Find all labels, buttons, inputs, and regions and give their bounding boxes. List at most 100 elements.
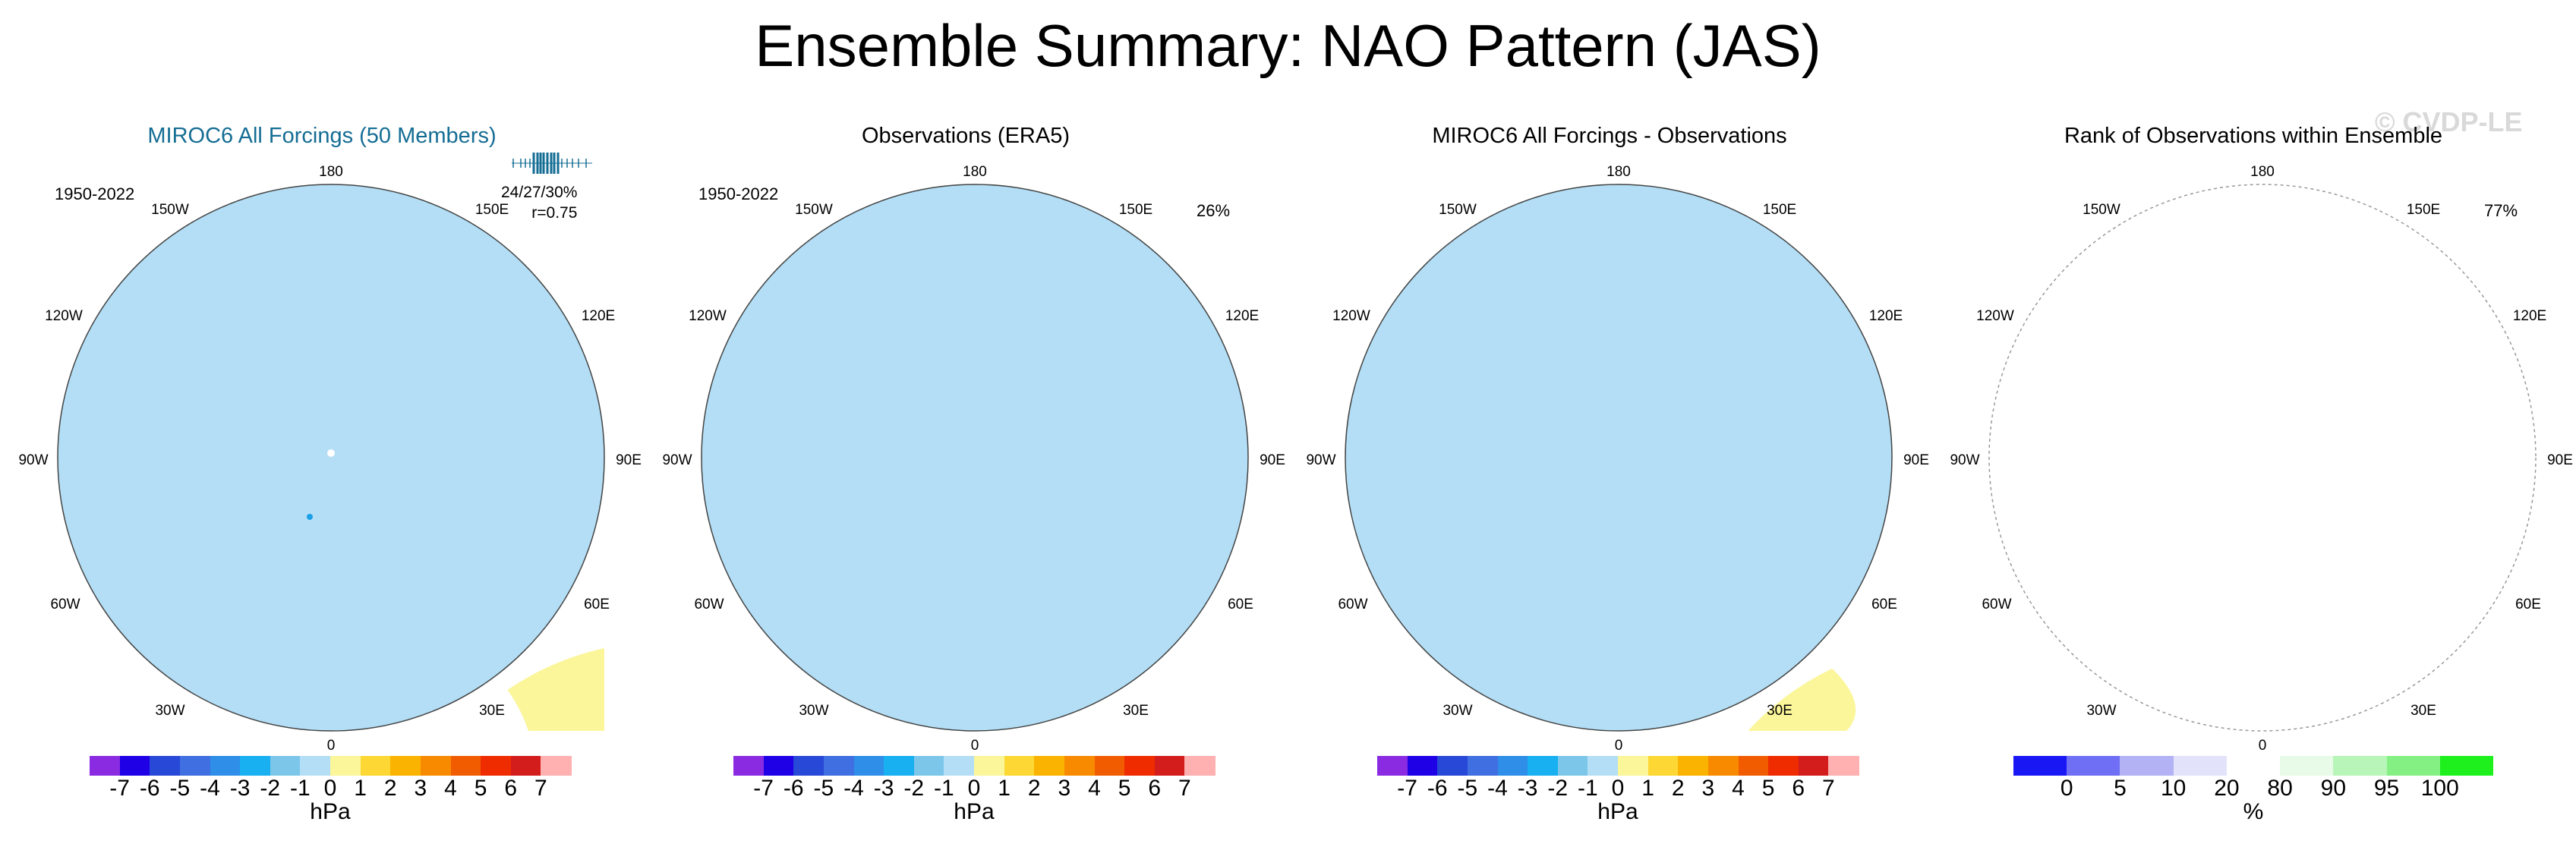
colorbar-segment [1034,756,1065,776]
colorbar-tick-label: 6 [1792,776,1805,801]
colorbar-segment [1798,756,1829,776]
pattern-correlation: r=0.75 [531,204,578,222]
map-border [1345,184,1893,732]
longitude-label-60E: 60E [1871,597,1897,612]
map-background [58,184,604,731]
colorbar-segment [823,756,854,776]
colorbar-segment [1377,756,1408,776]
colorbar-segment [1467,756,1498,776]
colorbar-tick-label: 4 [1732,776,1745,801]
colorbar-tick-label: 10 [2160,776,2187,801]
colorbar-tick-label: 1 [354,776,367,801]
colorbar-segment [944,756,975,776]
colorbar-tick-label: 7 [1822,776,1835,801]
longitude-label-120E: 120E [582,308,615,324]
panel-difference: MIROC6 All Forcings - Observations 180 15… [1288,0,1931,847]
colorbar-segment [150,756,181,776]
longitude-label-60W: 60W [50,597,80,612]
colorbar-tick-label: 100 [2420,776,2459,801]
colorbar-segment [853,756,884,776]
colorbar-segment [2439,756,2494,776]
colorbar-tick-label: 2 [383,776,397,801]
colorbar-tick-label: 4 [1088,776,1101,801]
colorbar-tick-label: -3 [873,776,894,801]
variance-percent: 24/27/30% [501,184,578,201]
panel-title: Rank of Observations within Ensemble [2064,124,2443,148]
longitude-label-150E: 150E [1763,202,1796,218]
colorbar-segment [300,756,331,776]
colorbar-segment [390,756,421,776]
colorbar-segment [2013,756,2067,776]
colorbar-tick-label: 80 [2267,776,2293,801]
colorbar-segment [1647,756,1679,776]
colorbar-tick-label: -5 [169,776,191,801]
colorbar-segment [240,756,271,776]
longitude-label-180: 180 [319,164,343,180]
map-border [701,184,1249,732]
map-border [1988,184,2537,732]
colorbar-segment [793,756,825,776]
longitude-label-60E: 60E [2515,597,2541,612]
colorbar-segment [1678,756,1709,776]
colorbar-segment [1437,756,1468,776]
colorbar-tick-label: 1 [998,776,1011,801]
period-label: 1950-2022 [55,184,135,203]
longitude-label-30W: 30W [2086,703,2116,719]
colorbar-segment [2173,756,2228,776]
colorbar-segment [2333,756,2388,776]
colorbar-segment [1588,756,1619,776]
colorbar-segment [1528,756,1559,776]
colorbar-segment [1768,756,1799,776]
colorbar-segment [510,756,541,776]
longitude-label-120W: 120W [1976,308,2014,324]
longitude-label-30W: 30W [155,703,184,719]
colorbar-tick-label: -6 [783,776,804,801]
longitude-label-0: 0 [971,738,979,754]
map-border [57,184,605,732]
colorbar-unit: hPa [1597,799,1638,824]
colorbar-tick-label: -6 [1427,776,1448,801]
longitude-label-30E: 30E [2410,703,2436,719]
colorbar-segment [541,756,572,776]
longitude-label-180: 180 [963,164,987,180]
polar-map: 180 150W 150E 120W 120E 90W 90E 60W 60E 30W 30E 0 [1306,164,1928,754]
colorbar-tick-label: -4 [843,776,864,801]
colorbar-tick-label: 4 [444,776,457,801]
longitude-label-180: 180 [2250,164,2275,180]
longitude-label-120E: 120E [1869,308,1903,324]
colorbar-tick-label: 20 [2214,776,2240,801]
longitude-label-30E: 30E [479,703,505,719]
figure-title: Ensemble Summary: NAO Pattern (JAS) [755,12,1821,79]
longitude-label-30E: 30E [1123,703,1149,719]
map-background [1989,184,2536,731]
colorbar-tick-label: 3 [414,776,427,801]
longitude-label-150E: 150E [2407,202,2440,218]
colorbar-unit: hPa [954,799,995,824]
longitude-label-120W: 120W [1332,308,1370,324]
colorbar-tick-label: -7 [753,776,774,801]
panel-rank: Rank of Observations within Ensemble 77%… [1931,0,2575,847]
map-background [702,184,1248,731]
colorbar-segment [1497,756,1528,776]
colorbar-segment [1184,756,1215,776]
colorbar-unit: hPa [310,799,351,824]
colorbar-tick-label: 7 [1178,776,1191,801]
longitude-label-150W: 150W [151,202,189,218]
colorbar-tick-label: 5 [1118,776,1131,801]
colorbar-tick-label: 0 [323,776,337,801]
colorbar-segment [1004,756,1035,776]
panel-observations: Observations (ERA5) 1950-2022 26% 180 150… [644,0,1288,847]
colorbar-segment [1828,756,1859,776]
colorbar-segment [1124,756,1156,776]
watermark: © CVDP-LE [2375,106,2523,137]
colorbar-tick-label: 3 [1058,776,1071,801]
longitude-label-150W: 150W [795,202,833,218]
longitude-label-60W: 60W [1982,597,2011,612]
colorbar-segment [2067,756,2120,776]
longitude-label-30W: 30W [1442,703,1472,719]
percent-rank: 77% [2484,201,2518,220]
colorbar-segment [1094,756,1125,776]
colorbar-segment [974,756,1005,776]
colorbar-segment [1557,756,1588,776]
polar-map: 180 150W 150E 120W 120E 90W 90E 60W 60E 30W 30E 0 [18,164,641,754]
